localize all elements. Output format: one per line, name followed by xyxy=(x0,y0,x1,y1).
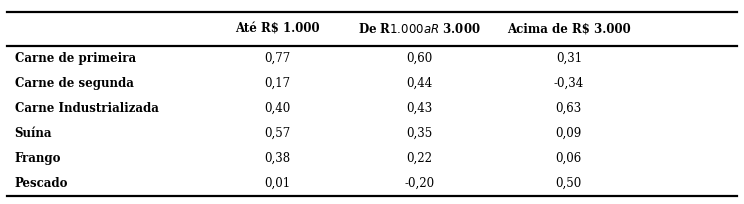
Text: 0,35: 0,35 xyxy=(406,127,432,140)
Text: Carne de segunda: Carne de segunda xyxy=(15,77,134,90)
Text: 0,57: 0,57 xyxy=(264,127,290,140)
Text: 0,09: 0,09 xyxy=(556,127,582,140)
Text: 0,63: 0,63 xyxy=(556,102,582,115)
Text: 0,01: 0,01 xyxy=(264,177,290,190)
Text: 0,77: 0,77 xyxy=(264,52,290,65)
Text: Frango: Frango xyxy=(15,152,61,165)
Text: 0,17: 0,17 xyxy=(264,77,290,90)
Text: Pescado: Pescado xyxy=(15,177,68,190)
Text: De R$ 1.000 a R$ 3.000: De R$ 1.000 a R$ 3.000 xyxy=(358,22,481,36)
Text: 0,50: 0,50 xyxy=(556,177,582,190)
Text: 0,22: 0,22 xyxy=(406,152,432,165)
Text: -0,34: -0,34 xyxy=(554,77,584,90)
Text: 0,38: 0,38 xyxy=(264,152,290,165)
Text: 0,31: 0,31 xyxy=(556,52,582,65)
Text: 0,40: 0,40 xyxy=(264,102,290,115)
Text: 0,44: 0,44 xyxy=(406,77,432,90)
Text: Acima de R$ 3.000: Acima de R$ 3.000 xyxy=(507,22,631,35)
Text: 0,60: 0,60 xyxy=(406,52,432,65)
Text: 0,43: 0,43 xyxy=(406,102,432,115)
Text: -0,20: -0,20 xyxy=(404,177,434,190)
Text: Até R$ 1.000: Até R$ 1.000 xyxy=(235,22,319,35)
Text: Suína: Suína xyxy=(15,127,52,140)
Text: Carne Industrializada: Carne Industrializada xyxy=(15,102,158,115)
Text: 0,06: 0,06 xyxy=(556,152,582,165)
Text: Carne de primeira: Carne de primeira xyxy=(15,52,136,65)
